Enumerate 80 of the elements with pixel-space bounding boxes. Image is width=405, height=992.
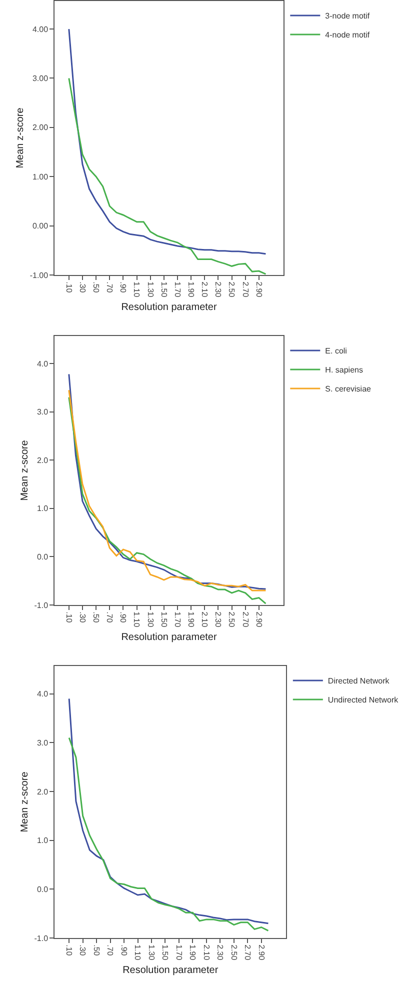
x-tick-label: 2.30 (216, 944, 225, 961)
y-tick-label: 4.0 (36, 359, 49, 368)
x-tick-label: 1.10 (132, 282, 142, 298)
x-tick-label: 2.70 (243, 944, 252, 961)
y-tick-label: 1.0 (36, 836, 49, 846)
x-tick-label: 1.30 (146, 612, 155, 628)
x-tick-label: 1.50 (159, 282, 168, 298)
legend-label: Directed Network (328, 676, 390, 686)
x-tick-label: .30 (78, 282, 87, 294)
y-tick-label: 2.0 (36, 456, 49, 465)
x-tick-label: 2.90 (254, 612, 264, 628)
x-tick-label: 1.50 (160, 944, 170, 961)
y-axis-title: Mean z-score (19, 771, 30, 832)
y-tick-label: 3.0 (36, 408, 49, 417)
x-tick-label: 2.10 (200, 612, 210, 628)
x-tick-label: .10 (64, 612, 74, 624)
y-tick-label: 1.00 (32, 172, 49, 182)
line-series (68, 698, 269, 924)
x-tick-label: .70 (105, 612, 114, 624)
line-series (68, 77, 266, 275)
x-tick-label: 2.90 (254, 282, 264, 298)
y-tick-label: 3.00 (32, 74, 49, 84)
y-tick-label: 2.0 (36, 787, 49, 796)
x-tick-label: 1.50 (159, 612, 168, 628)
x-tick-label: 2.30 (214, 612, 223, 628)
x-tick-label: 1.30 (146, 944, 156, 961)
line-series (68, 737, 269, 932)
legend-label: 4-node motif (325, 30, 370, 40)
x-axis-title: Resolution parameter (121, 632, 218, 644)
x-tick-label: .30 (78, 612, 87, 624)
x-tick-label: .30 (78, 944, 88, 956)
x-tick-label: 1.10 (132, 612, 142, 628)
x-tick-label: 2.90 (256, 944, 266, 961)
x-axis-title: Resolution parameter (121, 302, 218, 314)
x-tick-label: 2.10 (200, 282, 210, 298)
x-tick-label: .90 (119, 944, 128, 956)
y-axis-title: Mean z-score (19, 440, 30, 501)
x-tick-label: 2.50 (227, 612, 236, 628)
x-tick-label: .70 (106, 944, 115, 956)
line-series (68, 28, 266, 255)
y-tick-label: -1.0 (34, 934, 49, 943)
x-tick-label: 2.50 (227, 282, 236, 298)
y-tick-label: 4.00 (32, 24, 49, 34)
y-tick-label: 1.0 (36, 504, 49, 514)
x-tick-label: .70 (105, 282, 114, 294)
y-tick-label: 0.0 (36, 552, 49, 562)
y-tick-label: -1.00 (30, 270, 49, 280)
x-tick-label: 2.70 (240, 612, 250, 628)
y-tick-label: 3.0 (36, 738, 49, 748)
x-tick-label: .90 (118, 282, 128, 294)
x-tick-label: 1.70 (172, 282, 182, 298)
x-tick-label: .50 (92, 944, 101, 956)
x-tick-label: 1.70 (172, 612, 182, 628)
x-tick-label: 1.90 (186, 612, 196, 628)
legend-label: S. cerevisiae (325, 384, 372, 394)
x-tick-label: .90 (118, 612, 128, 624)
y-tick-label: 0.0 (36, 884, 49, 894)
x-tick-label: .50 (91, 282, 100, 294)
legend-label: 3-node motif (325, 12, 370, 21)
x-tick-label: .10 (64, 282, 74, 294)
y-tick-label: 4.0 (36, 690, 49, 699)
x-tick-label: .10 (64, 944, 74, 956)
y-tick-label: -1.0 (34, 600, 49, 610)
y-axis-title: Mean z-score (14, 107, 26, 168)
x-tick-label: 2.10 (202, 944, 211, 961)
x-tick-label: 1.90 (186, 282, 196, 298)
x-tick-label: 2.50 (229, 944, 238, 961)
x-tick-label: 1.30 (146, 282, 155, 298)
y-tick-label: 0.00 (32, 222, 49, 231)
x-tick-label: 1.10 (133, 944, 142, 961)
y-tick-label: 2.00 (32, 123, 49, 132)
x-tick-label: 2.70 (240, 282, 250, 298)
legend-label: H. sapiens (325, 366, 363, 375)
x-axis-title: Resolution parameter (122, 965, 219, 976)
x-tick-label: 1.70 (174, 944, 184, 961)
legend-label: E. coli (325, 346, 348, 356)
x-tick-label: 1.90 (188, 944, 198, 961)
x-tick-label: 2.30 (214, 282, 223, 298)
legend-label: Undirected Network (328, 696, 400, 705)
x-tick-label: .50 (91, 612, 100, 624)
